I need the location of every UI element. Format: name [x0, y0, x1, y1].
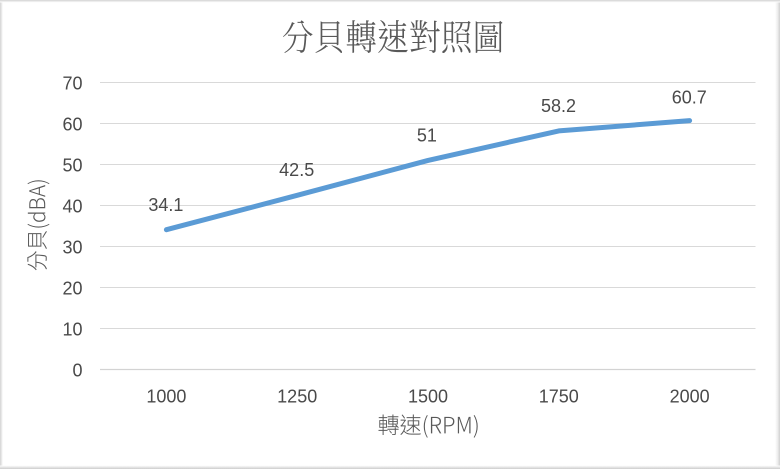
svg-text:20: 20 — [62, 279, 82, 299]
svg-text:58.2: 58.2 — [541, 96, 576, 116]
svg-text:70: 70 — [62, 74, 82, 94]
svg-text:30: 30 — [62, 238, 82, 258]
svg-text:60.7: 60.7 — [672, 88, 707, 108]
svg-text:1500: 1500 — [408, 387, 448, 407]
svg-text:42.5: 42.5 — [279, 160, 314, 180]
svg-text:50: 50 — [62, 156, 82, 176]
svg-text:0: 0 — [72, 361, 82, 381]
svg-text:60: 60 — [62, 115, 82, 135]
svg-text:1750: 1750 — [539, 387, 579, 407]
svg-text:1250: 1250 — [277, 387, 317, 407]
svg-text:40: 40 — [62, 197, 82, 217]
svg-text:10: 10 — [62, 320, 82, 340]
svg-text:34.1: 34.1 — [148, 195, 183, 215]
svg-text:1000: 1000 — [146, 387, 186, 407]
svg-text:51: 51 — [417, 126, 437, 146]
svg-text:2000: 2000 — [670, 387, 710, 407]
